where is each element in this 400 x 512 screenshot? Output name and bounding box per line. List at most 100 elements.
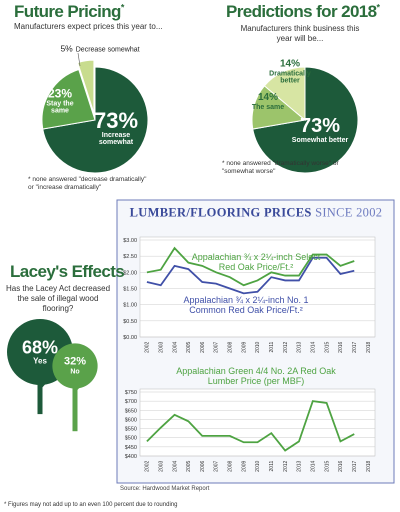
series-label: Appalachian ¾ x 2¼-inch No. 1 Common Red… xyxy=(183,295,309,315)
x-tick-label: 2005 xyxy=(186,341,192,352)
y-tick-label: $2.50 xyxy=(123,254,137,260)
y-tick-label: $1.00 xyxy=(123,303,137,309)
x-tick-label: 2012 xyxy=(283,341,289,352)
title-text: Future Pricing xyxy=(14,2,121,21)
y-tick-label: $0.50 xyxy=(123,319,137,325)
x-tick-label: 2008 xyxy=(228,341,234,352)
slice-value: 23% xyxy=(47,86,73,101)
title-text: Predictions for 2018 xyxy=(226,2,377,21)
y-tick-label: $500 xyxy=(125,436,137,442)
chart-note: * none answered "decrease dramatically" … xyxy=(28,176,147,191)
pie-slice xyxy=(77,59,95,114)
x-tick-label: 2014 xyxy=(310,460,316,471)
tree-label: 32% No xyxy=(63,355,87,376)
box-title-suffix: SINCE 2002 xyxy=(315,205,383,220)
x-tick-label: 2005 xyxy=(186,460,192,471)
slice-label: 73% Increase somewhat xyxy=(86,109,146,147)
x-tick-label: 2004 xyxy=(172,341,178,352)
chart-title: Appalachian Green 4/4 No. 2A Red Oak Lum… xyxy=(176,366,336,386)
tree-category: No xyxy=(70,368,80,376)
tree-value: 68% xyxy=(21,337,59,358)
series-line xyxy=(146,246,355,287)
x-tick-label: 2002 xyxy=(145,460,151,471)
slice-label: 14% Dramatically better xyxy=(267,59,313,84)
x-tick-label: 2015 xyxy=(324,460,330,471)
x-tick-label: 2009 xyxy=(241,460,247,471)
x-tick-label: 2006 xyxy=(200,460,206,471)
leader-line xyxy=(77,52,81,67)
y-tick-label: $400 xyxy=(125,454,137,460)
x-tick-label: 2010 xyxy=(255,341,261,352)
slice-category: The same xyxy=(251,103,285,111)
y-tick-label: $450 xyxy=(125,445,137,451)
y-tick-label: $650 xyxy=(125,408,137,414)
chart-title: Future Pricing* xyxy=(14,2,124,22)
x-tick-label: 2016 xyxy=(338,341,344,352)
slice-value: 5% xyxy=(60,43,73,54)
y-tick-label: $0.00 xyxy=(123,335,137,341)
x-tick-label: 2018 xyxy=(366,341,372,352)
series-line xyxy=(146,256,355,295)
y-tick-label: $550 xyxy=(125,427,137,433)
tree-crown xyxy=(52,343,98,389)
slice-category: Dramatically better xyxy=(269,69,311,85)
title-note: * xyxy=(376,2,380,13)
slice-label: 23% Stay the same xyxy=(40,87,80,114)
y-tick-label: $750 xyxy=(125,390,137,396)
y-tick-label: $600 xyxy=(125,417,137,423)
slice-value: 73% xyxy=(299,114,341,137)
chart-title: Lacey's Effects xyxy=(10,262,125,282)
pie-slice xyxy=(263,66,306,122)
x-tick-label: 2011 xyxy=(269,460,275,471)
x-tick-label: 2016 xyxy=(338,460,344,471)
tree-value: 32% xyxy=(63,355,87,368)
x-tick-label: 2013 xyxy=(297,460,303,471)
slice-label: 5% Decrease somewhat xyxy=(60,40,139,57)
slice-label: 14% The same xyxy=(238,93,298,111)
slice-value: 14% xyxy=(257,92,278,104)
box-title-main: LUMBER/FLOORING PRICES xyxy=(129,205,312,220)
x-tick-label: 2004 xyxy=(172,460,178,471)
slice-value: 73% xyxy=(93,108,139,134)
chart-subtitle: Has the Lacey Act decreased the sale of … xyxy=(5,284,111,313)
x-tick-label: 2017 xyxy=(352,341,358,352)
slice-label: 73% Somewhat better xyxy=(290,114,350,144)
tree-category: Yes xyxy=(33,356,47,366)
x-tick-label: 2008 xyxy=(228,460,234,471)
pie-slice xyxy=(41,68,96,130)
plot-area xyxy=(139,388,376,457)
slice-category: Decrease somewhat xyxy=(75,46,140,54)
series-line xyxy=(146,400,355,452)
x-tick-label: 2002 xyxy=(145,341,151,352)
y-tick-label: $1.50 xyxy=(123,287,137,293)
x-tick-label: 2014 xyxy=(310,341,316,352)
tree-trunk xyxy=(72,377,78,432)
y-tick-label: $2.00 xyxy=(123,270,137,276)
x-tick-label: 2007 xyxy=(214,341,220,352)
source: Source: Hardwood Market Report xyxy=(120,486,210,492)
chart-title: Predictions for 2018* xyxy=(226,2,380,22)
x-tick-label: 2018 xyxy=(366,460,372,471)
x-tick-label: 2003 xyxy=(158,460,164,471)
slice-category: Increase somewhat xyxy=(98,132,134,147)
x-tick-label: 2007 xyxy=(214,460,220,471)
x-tick-label: 2017 xyxy=(352,460,358,471)
x-tick-label: 2003 xyxy=(158,341,164,352)
x-tick-label: 2006 xyxy=(200,341,206,352)
y-tick-label: $700 xyxy=(125,399,137,405)
tree-trunk xyxy=(37,368,43,415)
x-tick-label: 2013 xyxy=(297,341,303,352)
x-tick-label: 2009 xyxy=(241,341,247,352)
y-tick-label: $3.00 xyxy=(123,238,137,244)
chart-subtitle: Manufacturers think business this year w… xyxy=(240,24,360,43)
title-note: * xyxy=(120,2,124,13)
slice-category: Stay the same xyxy=(46,99,74,115)
chart-note: * none answered "dramatically worse" or … xyxy=(222,160,339,175)
slice-category: Somewhat better xyxy=(291,136,349,144)
slice-value: 14% xyxy=(279,58,300,70)
x-tick-label: 2011 xyxy=(269,341,275,352)
title-text: Lacey's Effects xyxy=(10,262,125,281)
box-title: LUMBER/FLOORING PRICES SINCE 2002 xyxy=(130,206,383,221)
